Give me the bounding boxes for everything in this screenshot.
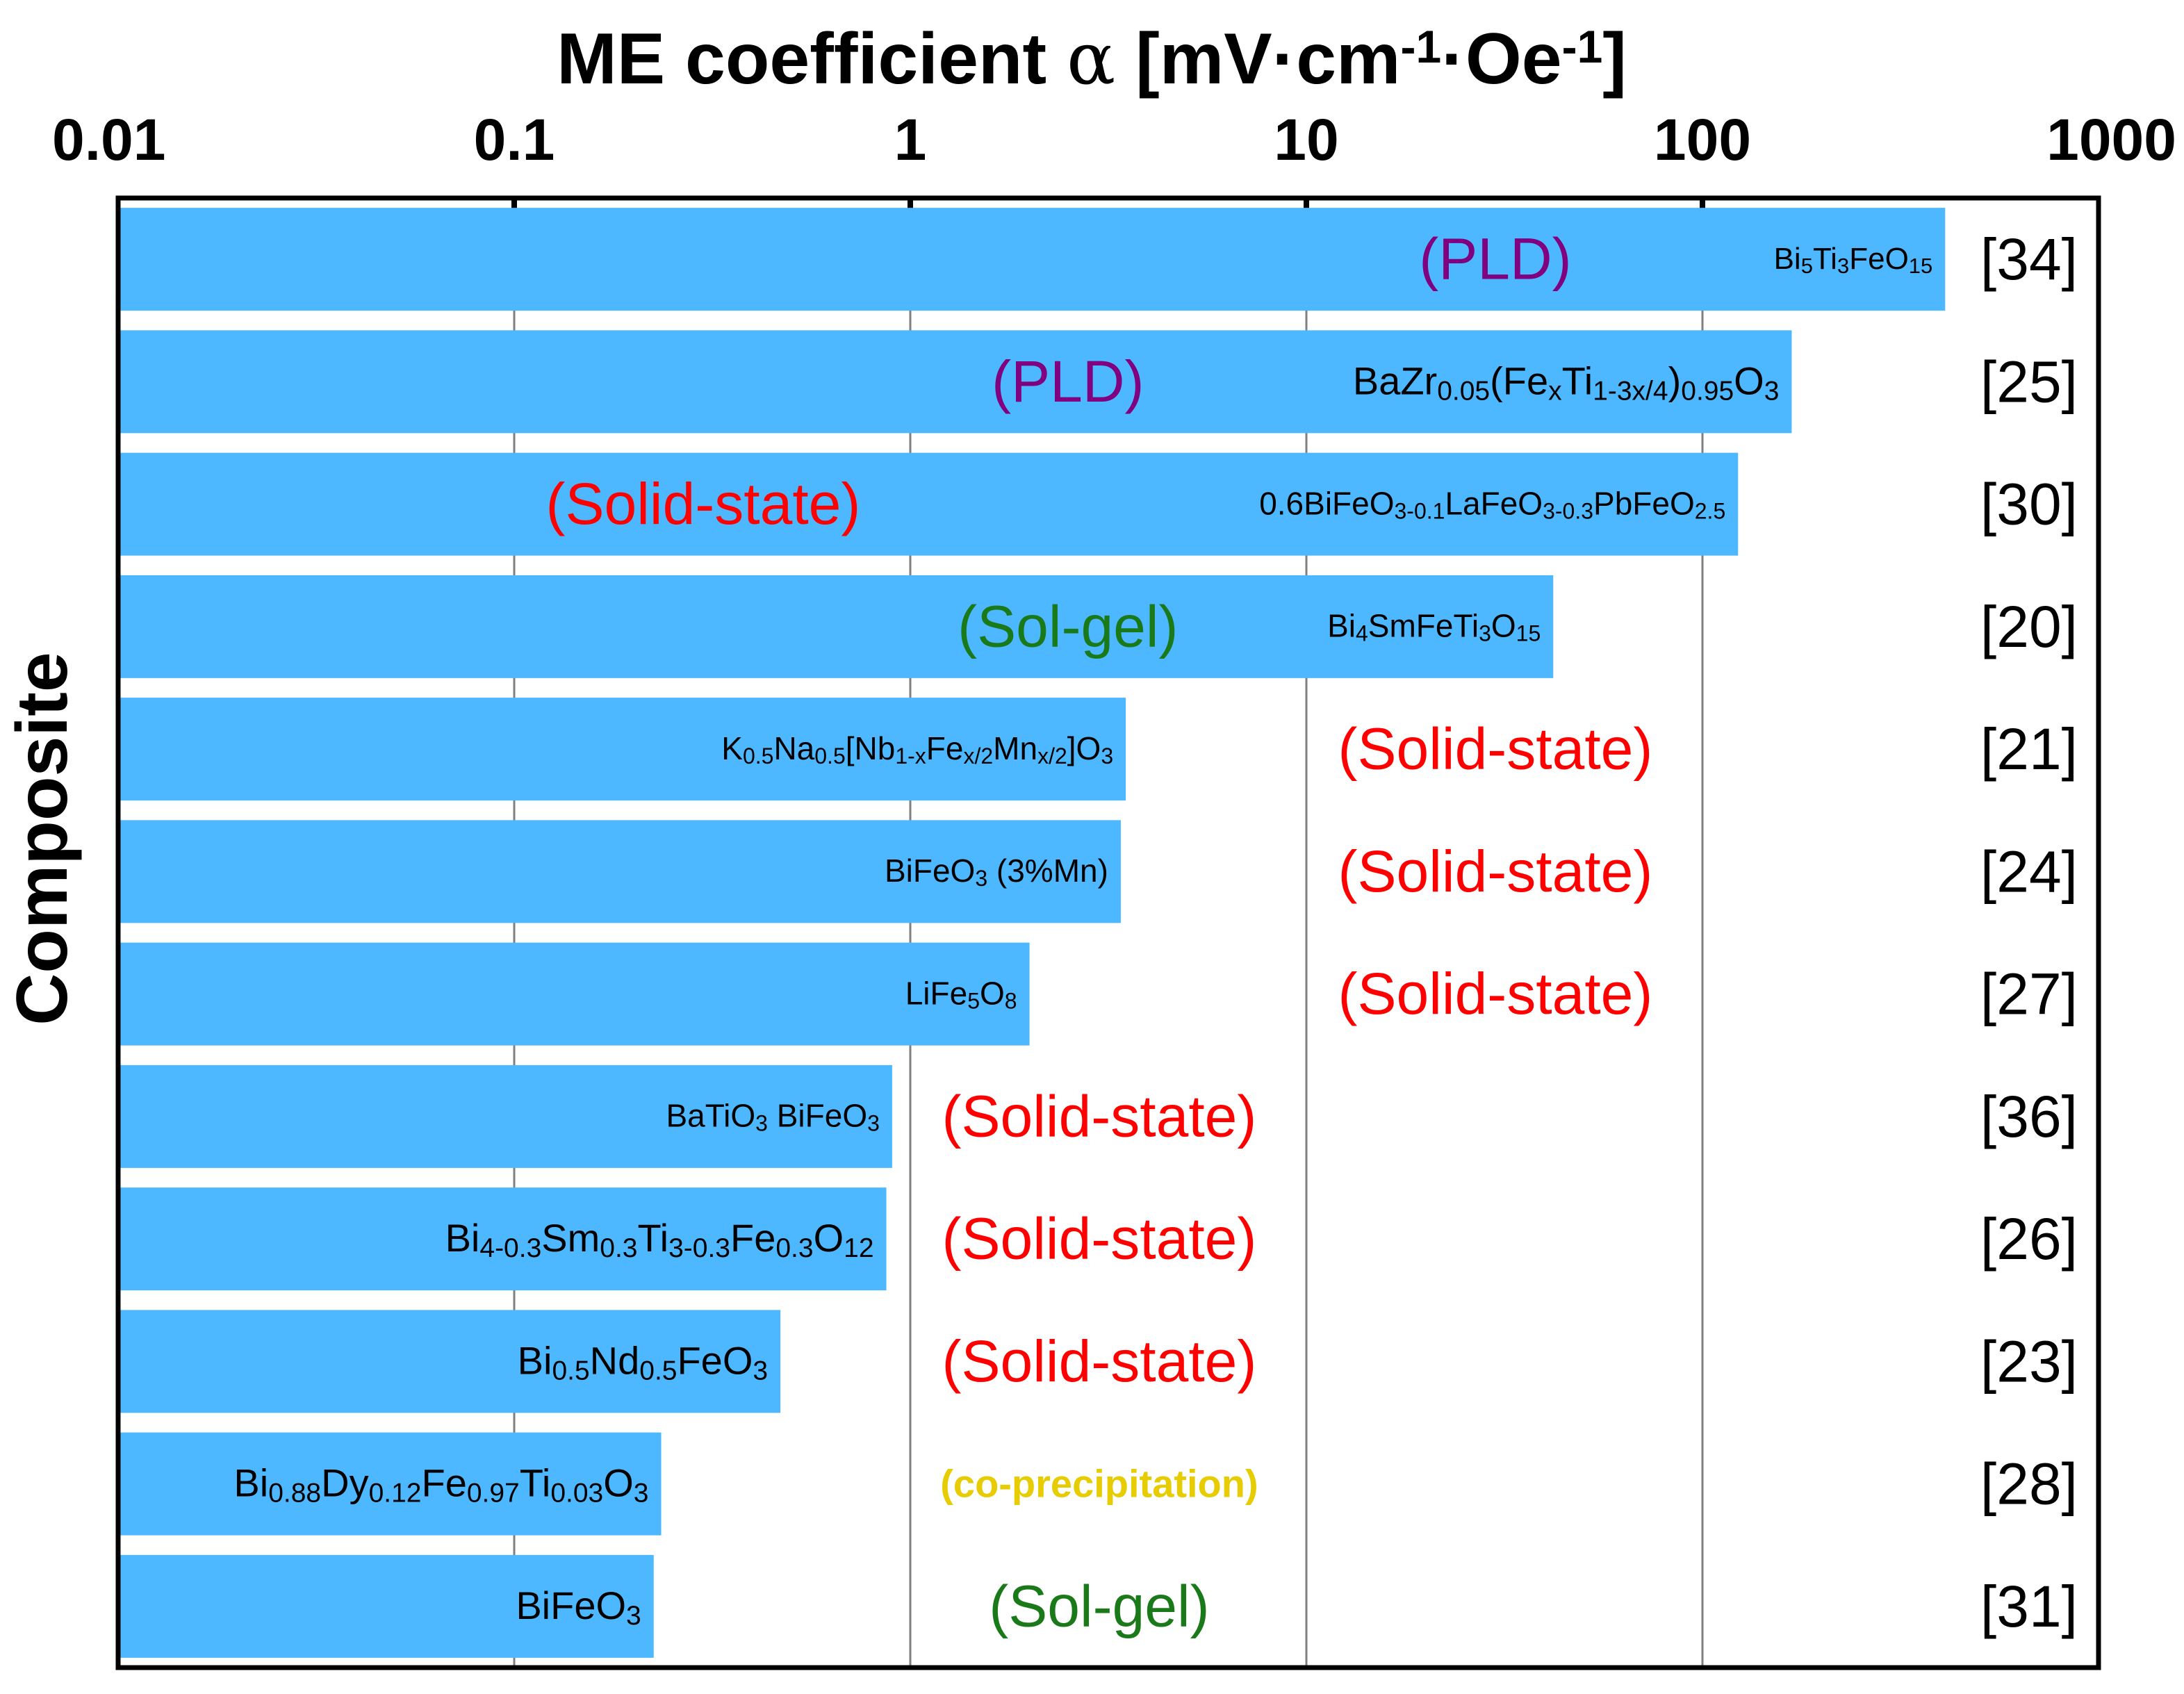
composite-label: Bi5Ti3FeO15 xyxy=(1774,242,1933,278)
bar-row: BaZr0.05(FexTi1-3x/4)0.95O3BaZr0.05(FexT… xyxy=(118,330,2078,434)
x-tick-label: 0.1 xyxy=(474,107,555,172)
bar xyxy=(118,452,1739,556)
reference-label: [26] xyxy=(1980,1206,2078,1272)
composite-label: Bi4-0.3Sm0.3Ti3-0.3Fe0.3O12 xyxy=(445,1216,874,1263)
bar-row: 0.6BiFeO3-0.1LaFeO3-0.3PbFeO2.50.6BiFeO3… xyxy=(118,452,2078,556)
method-label: (Solid-state) xyxy=(1338,716,1653,782)
method-label: (PLD) xyxy=(992,349,1144,414)
bar xyxy=(118,208,1946,311)
composite-label: K0.5Na0.5[Nb1-xFex/2Mnx/2]O3 xyxy=(721,730,1113,768)
bar-row: Bi0.5Nd0.5FeO3Bi0.5Nd0.5FeO3(Solid-state… xyxy=(118,1310,2078,1413)
reference-label: [31] xyxy=(1980,1574,2078,1639)
composite-label: Bi0.88Dy0.12Fe0.97Ti0.03O3 xyxy=(233,1461,648,1508)
reference-label: [28] xyxy=(1980,1452,2078,1517)
x-tick-label: 100 xyxy=(1654,107,1751,172)
bar-row: Bi5Ti3FeO15Bi5Ti3FeO15(PLD)[34] xyxy=(118,208,2078,311)
bar-row: Bi0.88Dy0.12Fe0.97Ti0.03O3Bi0.88Dy0.12Fe… xyxy=(118,1432,2078,1536)
composite-label: BaZr0.05(FexTi1-3x/4)0.95O3 xyxy=(1353,359,1780,406)
method-label: (Sol-gel) xyxy=(989,1573,1209,1638)
bar xyxy=(118,1432,662,1536)
method-label: (Solid-state) xyxy=(942,1083,1257,1149)
reference-label: [24] xyxy=(1980,839,2078,904)
reference-label: [21] xyxy=(1980,716,2078,782)
method-label: (Solid-state) xyxy=(1338,961,1653,1026)
bar-row: BiFeO3 (3%Mn)BiFeO3 (3%Mn)(Solid-state)[… xyxy=(118,820,2078,923)
x-tick-label: 0.01 xyxy=(52,107,166,172)
composite-label: BiFeO3 xyxy=(516,1584,641,1631)
bar-row: LiFe5O8LiFe5O8(Solid-state)[27] xyxy=(118,942,2078,1046)
bar xyxy=(118,1064,892,1168)
composite-label: Bi0.5Nd0.5FeO3 xyxy=(518,1338,768,1385)
bar xyxy=(118,942,1030,1046)
y-axis-title: Composite xyxy=(2,652,83,1025)
bar xyxy=(118,1310,781,1413)
method-label: (Solid-state) xyxy=(942,1329,1257,1394)
bar-row: Bi4SmFeTi3O15Bi4SmFeTi3O15(Sol-gel)[20] xyxy=(118,575,2078,678)
bar xyxy=(118,330,1792,434)
bar xyxy=(118,1187,887,1291)
bar-row: K0.5Na0.5[Nb1-xFex/2Mnx/2]O3K0.5Na0.5[Nb… xyxy=(118,698,2078,801)
bar-row: BaTiO3 BiFeO3BaTiO3 BiFeO3(Solid-state)[… xyxy=(118,1064,2078,1168)
gridlines xyxy=(511,198,1705,1668)
bar xyxy=(118,575,1554,678)
bar xyxy=(118,698,1126,801)
reference-label: [25] xyxy=(1980,349,2078,414)
bar-row: Bi4-0.3Sm0.3Ti3-0.3Fe0.3O12Bi4-0.3Sm0.3T… xyxy=(118,1187,2078,1291)
reference-label: [20] xyxy=(1980,594,2078,659)
reference-label: [36] xyxy=(1980,1084,2078,1149)
method-label: (co-precipitation) xyxy=(940,1462,1258,1506)
method-label: (Solid-state) xyxy=(546,471,861,536)
tick-labels: 0.01 0.1 1 10 100 1000 xyxy=(52,107,2176,172)
bar xyxy=(118,820,1121,923)
composite-label: BiFeO3 (3%Mn) xyxy=(885,853,1108,891)
composite-label: BaTiO3 BiFeO3 xyxy=(666,1098,880,1136)
method-label: (Sol-gel) xyxy=(958,593,1178,659)
reference-label: [34] xyxy=(1980,227,2078,292)
x-tick-label: 1 xyxy=(894,107,927,172)
composite-label: 0.6BiFeO3-0.1LaFeO3-0.3PbFeO2.5 xyxy=(1259,485,1725,523)
bars: Bi5Ti3FeO15Bi5Ti3FeO15(PLD)[34]BaZr0.05(… xyxy=(118,208,2078,1658)
x-tick-label: 10 xyxy=(1274,107,1338,172)
reference-label: [23] xyxy=(1980,1329,2078,1394)
method-label: (Solid-state) xyxy=(942,1206,1257,1272)
reference-label: [27] xyxy=(1980,962,2078,1027)
x-tick-label: 1000 xyxy=(2046,107,2176,172)
bar-row: BiFeO3BiFeO3(Sol-gel)[31] xyxy=(118,1554,2078,1658)
method-label: (PLD) xyxy=(1419,227,1571,292)
x-axis-title: ME coefficient α [mV·cm-1·Oe-1] xyxy=(557,16,1627,101)
composite-label: Bi4SmFeTi3O15 xyxy=(1327,608,1541,646)
plot-frame xyxy=(115,195,2101,1670)
method-label: (Solid-state) xyxy=(1338,839,1653,904)
reference-label: [30] xyxy=(1980,472,2078,537)
bar xyxy=(118,1554,654,1658)
composite-label: LiFe5O8 xyxy=(905,975,1017,1013)
